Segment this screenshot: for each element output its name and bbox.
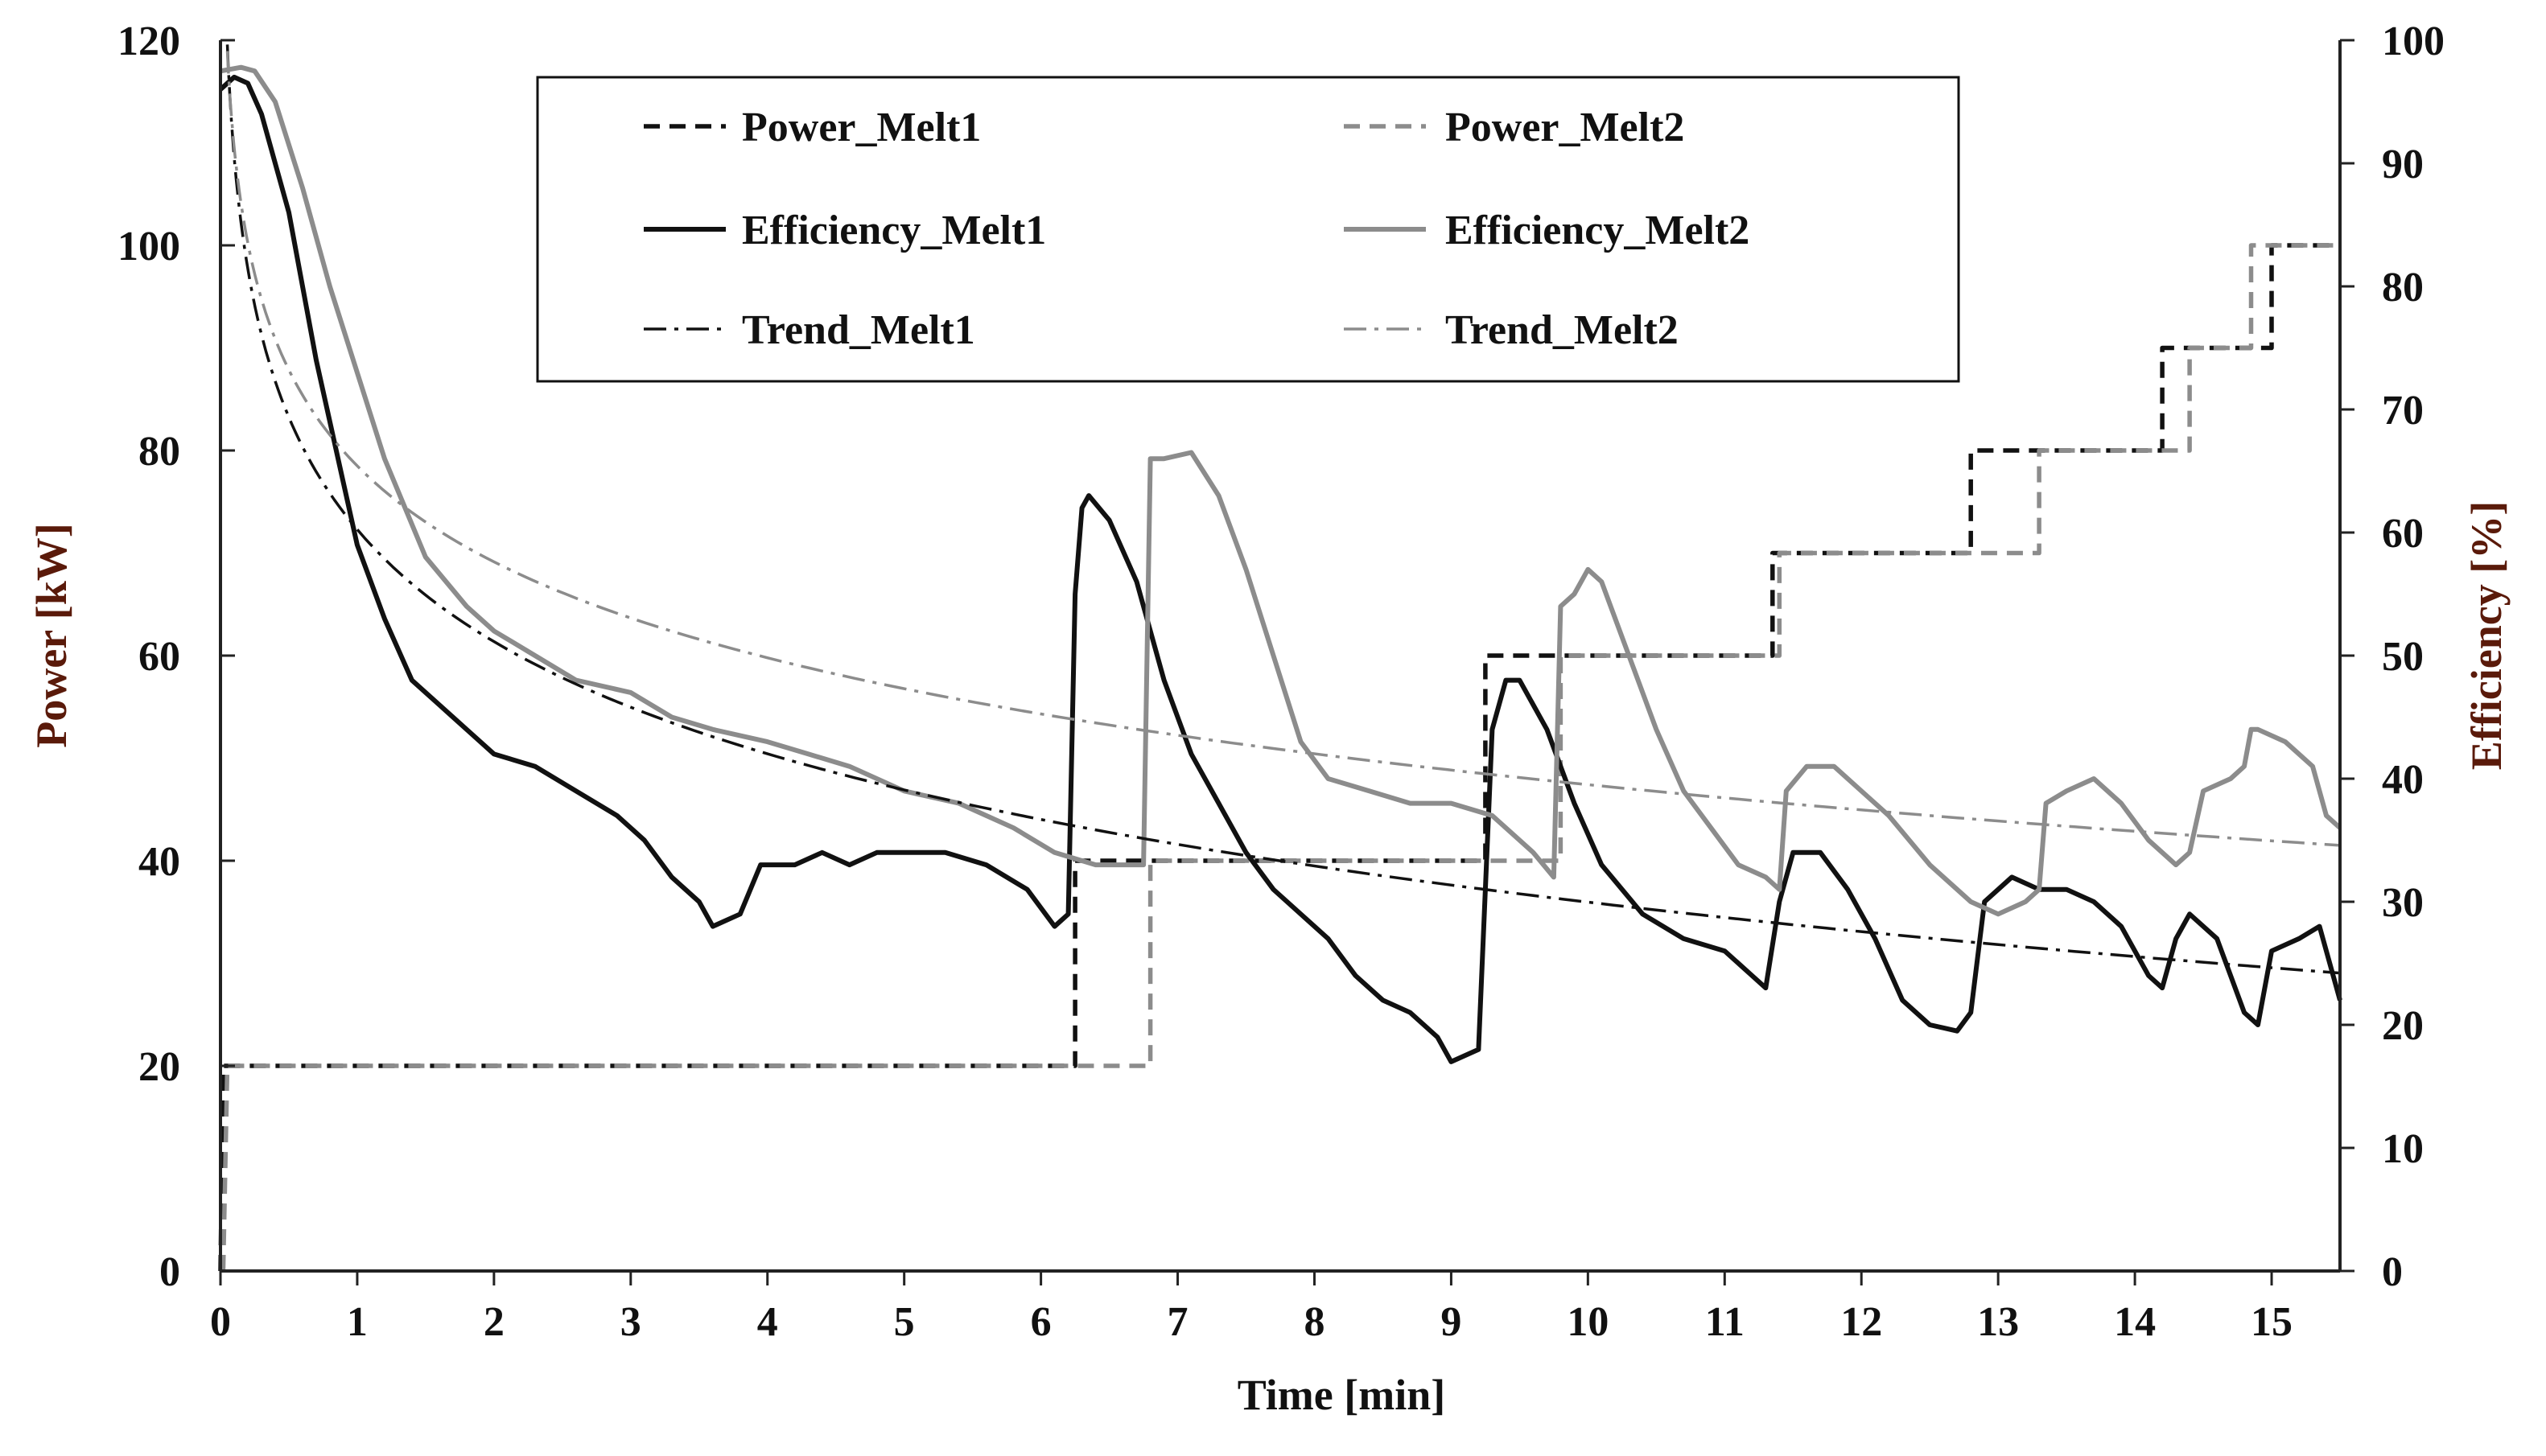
y2-axis-title: Efficiency [%] xyxy=(2462,501,2511,770)
x-tick-label: 7 xyxy=(1168,1299,1189,1345)
x-tick-label: 9 xyxy=(1440,1299,1461,1345)
x-tick-label: 12 xyxy=(1840,1299,1882,1345)
x-tick-label: 10 xyxy=(1567,1299,1609,1345)
legend-label-trend-melt1: Trend_Melt1 xyxy=(742,307,975,353)
y2-tick-label: 90 xyxy=(2382,142,2424,187)
legend-label-efficiency-melt2: Efficiency_Melt2 xyxy=(1445,208,1749,253)
legend-label-power-melt2: Power_Melt2 xyxy=(1445,105,1684,150)
x-tick-label: 8 xyxy=(1304,1299,1324,1345)
y2-tick-label: 10 xyxy=(2382,1126,2424,1172)
y2-tick-label: 80 xyxy=(2382,265,2424,311)
x-tick-label: 11 xyxy=(1705,1299,1745,1345)
y-axis-title: Power [kW] xyxy=(27,523,76,747)
legend-items: Power_Melt1 Power_Melt2 Efficiency_Melt1 Ef… xyxy=(644,105,1749,353)
x-tick-label: 14 xyxy=(2114,1299,2156,1345)
series-line-efficiency-melt1 xyxy=(218,74,2342,1064)
x-tick-label: 0 xyxy=(210,1299,231,1345)
y2-tick-label: 40 xyxy=(2382,757,2424,803)
x-tick-label: 1 xyxy=(347,1299,368,1345)
y2-tick-label: 70 xyxy=(2382,388,2424,434)
y-tick-label: 20 xyxy=(138,1044,180,1090)
y2-tick-label: 30 xyxy=(2382,880,2424,926)
legend-label-trend-melt2: Trend_Melt2 xyxy=(1445,307,1679,353)
x-tick-label: 4 xyxy=(757,1299,778,1345)
y2-tick-label: 20 xyxy=(2382,1003,2424,1049)
legend-label-power-melt1: Power_Melt1 xyxy=(742,105,981,150)
y2-tick-label: 50 xyxy=(2382,634,2424,680)
legend: Power_Melt1 Power_Melt2 Efficiency_Melt1 Ef… xyxy=(536,76,1960,383)
y2-tick-label: 100 xyxy=(2382,19,2445,64)
y-tick-label: 100 xyxy=(117,224,180,269)
y-tick-label: 40 xyxy=(138,839,180,885)
x-tick-label: 6 xyxy=(1031,1299,1052,1345)
y-tick-label: 0 xyxy=(159,1249,180,1295)
legend-box xyxy=(536,76,1960,383)
x-tick-label: 15 xyxy=(2251,1299,2293,1345)
y-tick-label: 60 xyxy=(138,634,180,680)
y2-tick-label: 0 xyxy=(2382,1249,2403,1295)
series-line-trend-melt2 xyxy=(225,51,2341,847)
y-tick-label: 80 xyxy=(138,429,180,475)
x-tick-label: 13 xyxy=(1977,1299,2019,1345)
y2-tick-label: 60 xyxy=(2382,511,2424,557)
x-tick-label: 2 xyxy=(484,1299,505,1345)
x-axis-title: Time [min] xyxy=(1238,1371,1445,1419)
series-line-trend-melt1 xyxy=(225,44,2341,975)
series-layer xyxy=(218,44,2342,1272)
y-tick-label: 120 xyxy=(117,19,180,64)
series-line-efficiency-melt2 xyxy=(220,64,2342,917)
legend-label-efficiency-melt1: Efficiency_Melt1 xyxy=(742,208,1046,253)
series-line-power-melt1 xyxy=(218,243,2340,1272)
series-line-power-melt2 xyxy=(220,243,2340,1272)
x-tick-label: 5 xyxy=(894,1299,915,1345)
x-tick-label: 3 xyxy=(620,1299,641,1345)
